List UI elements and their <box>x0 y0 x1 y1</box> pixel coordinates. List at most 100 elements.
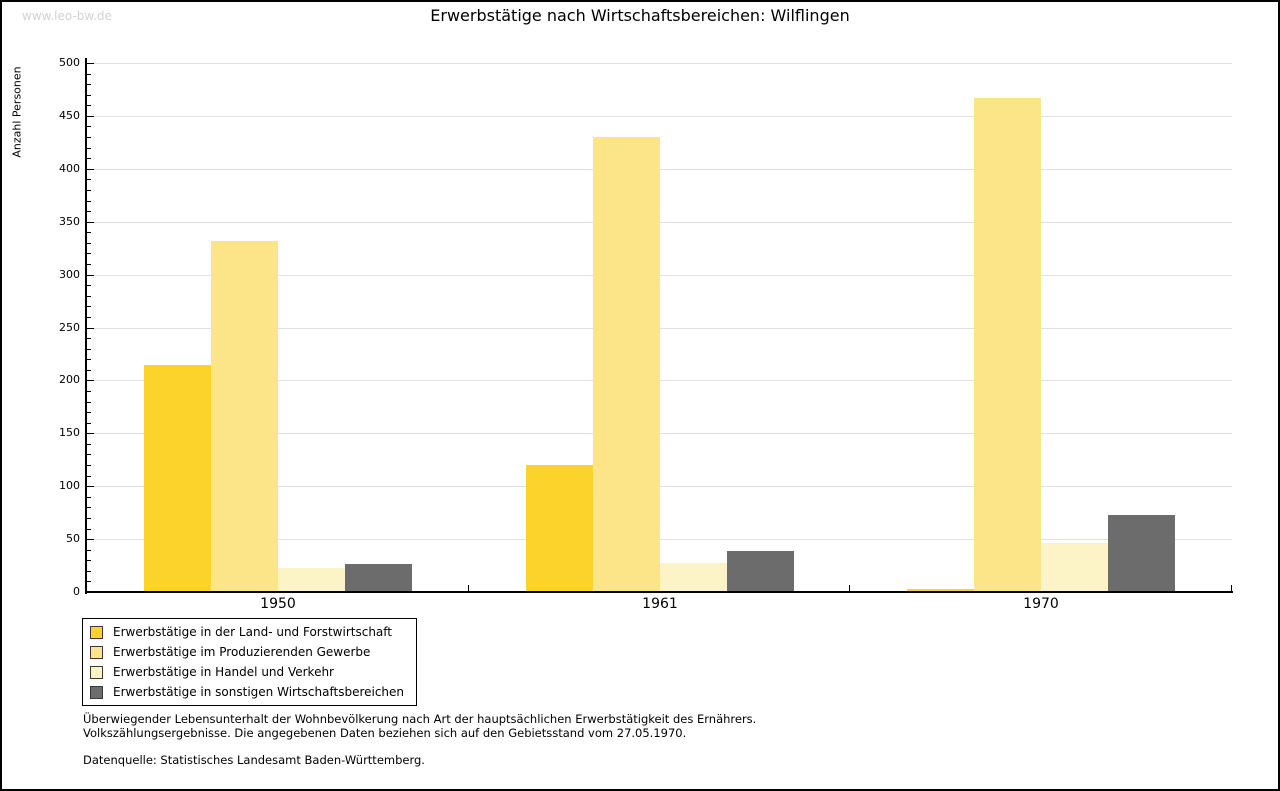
y-minor-tick <box>87 465 91 466</box>
legend-swatch-1 <box>90 625 103 639</box>
y-minor-tick <box>87 338 91 339</box>
y-minor-tick <box>87 370 91 371</box>
y-minor-tick <box>87 137 91 138</box>
y-minor-tick <box>87 306 91 307</box>
y-minor-tick <box>87 581 91 582</box>
y-minor-tick <box>87 444 91 445</box>
bar-1970-series-2 <box>974 98 1041 592</box>
y-minor-tick <box>87 243 91 244</box>
legend-label: Erwerbstätige in der Land- und Forstwirt… <box>113 625 392 639</box>
y-axis-line <box>85 58 87 594</box>
legend-item: Erwerbstätige im Produzierenden Gewerbe <box>90 642 404 662</box>
y-minor-tick <box>87 402 91 403</box>
y-minor-tick <box>87 349 91 350</box>
y-tick-label: 250 <box>59 321 80 334</box>
legend-swatch-2 <box>90 645 103 659</box>
y-major-tick <box>87 433 94 434</box>
y-minor-tick <box>87 201 91 202</box>
legend-item: Erwerbstätige in sonstigen Wirtschaftsbe… <box>90 682 404 702</box>
bar-1950-series-4 <box>345 564 412 592</box>
x-boundary-tick <box>1231 585 1232 591</box>
y-major-tick <box>87 539 94 540</box>
y-minor-tick <box>87 518 91 519</box>
y-tick-label: 0 <box>73 585 80 598</box>
y-minor-tick <box>87 497 91 498</box>
y-minor-tick <box>87 476 91 477</box>
y-minor-tick <box>87 423 91 424</box>
x-category-label: 1961 <box>642 596 678 612</box>
legend-item: Erwerbstätige in Handel und Verkehr <box>90 662 404 682</box>
legend-label: Erwerbstätige in sonstigen Wirtschaftsbe… <box>113 685 405 699</box>
y-major-tick <box>87 222 94 223</box>
y-minor-tick <box>87 211 91 212</box>
data-source: Datenquelle: Statistisches Landesamt Bad… <box>83 753 425 767</box>
y-minor-tick <box>87 264 91 265</box>
y-minor-tick <box>87 507 91 508</box>
y-major-tick <box>87 275 94 276</box>
bar-1961-series-2 <box>593 137 660 592</box>
y-minor-tick <box>87 296 91 297</box>
footnote-line-1: Überwiegender Lebensunterhalt der Wohnbe… <box>83 712 757 726</box>
site-watermark: www.leo-bw.de <box>22 9 112 23</box>
legend: Erwerbstätige in der Land- und Forstwirt… <box>82 618 418 706</box>
y-minor-tick <box>87 148 91 149</box>
y-minor-tick <box>87 550 91 551</box>
footnotes: Überwiegender Lebensunterhalt der Wohnbe… <box>83 712 756 767</box>
y-minor-tick <box>87 179 91 180</box>
y-minor-tick <box>87 74 91 75</box>
y-minor-tick <box>87 571 91 572</box>
y-tick-label: 200 <box>59 373 80 386</box>
y-minor-tick <box>87 84 91 85</box>
chart-title: Erwerbstätige nach Wirtschaftsbereichen:… <box>430 6 850 25</box>
gridline <box>87 63 1232 64</box>
y-tick-label: 50 <box>66 532 80 545</box>
footnote-line-2: Volkszählungsergebnisse. Die angegebenen… <box>83 726 687 740</box>
y-minor-tick <box>87 529 91 530</box>
legend-item: Erwerbstätige in der Land- und Forstwirt… <box>90 622 404 642</box>
y-minor-tick <box>87 158 91 159</box>
y-tick-label: 350 <box>59 215 80 228</box>
x-boundary-tick <box>849 585 850 591</box>
y-major-tick <box>87 328 94 329</box>
legend-label: Erwerbstätige in Handel und Verkehr <box>113 665 334 679</box>
x-boundary-tick <box>468 585 469 591</box>
bar-1950-series-3 <box>278 568 345 592</box>
bar-1970-series-4 <box>1108 515 1175 592</box>
y-tick-label: 450 <box>59 109 80 122</box>
bar-1950-series-2 <box>211 241 278 592</box>
y-minor-tick <box>87 359 91 360</box>
y-tick-label: 100 <box>59 479 80 492</box>
y-tick-label: 150 <box>59 426 80 439</box>
y-minor-tick <box>87 232 91 233</box>
y-tick-label: 500 <box>59 56 80 69</box>
y-minor-tick <box>87 105 91 106</box>
bar-1970-series-1 <box>907 589 974 592</box>
y-major-tick <box>87 116 94 117</box>
x-category-label: 1970 <box>1023 596 1059 612</box>
y-minor-tick <box>87 391 91 392</box>
bar-1961-series-1 <box>526 465 593 592</box>
x-category-label: 1950 <box>260 596 296 612</box>
y-minor-tick <box>87 126 91 127</box>
y-minor-tick <box>87 190 91 191</box>
gridline <box>87 115 1232 117</box>
y-minor-tick <box>87 253 91 254</box>
y-minor-tick <box>87 285 91 286</box>
y-major-tick <box>87 169 94 170</box>
bar-1950-series-1 <box>144 365 211 592</box>
y-major-tick <box>87 486 94 487</box>
y-minor-tick <box>87 454 91 455</box>
y-tick-label: 300 <box>59 268 80 281</box>
bar-1961-series-4 <box>727 551 794 592</box>
y-tick-label: 400 <box>59 162 80 175</box>
y-minor-tick <box>87 560 91 561</box>
legend-swatch-4 <box>90 685 103 699</box>
bar-1961-series-3 <box>660 563 727 592</box>
y-minor-tick <box>87 412 91 413</box>
legend-label: Erwerbstätige im Produzierenden Gewerbe <box>113 645 371 659</box>
y-major-tick <box>87 380 94 381</box>
legend-swatch-3 <box>90 665 103 679</box>
bar-1970-series-3 <box>1041 543 1108 592</box>
